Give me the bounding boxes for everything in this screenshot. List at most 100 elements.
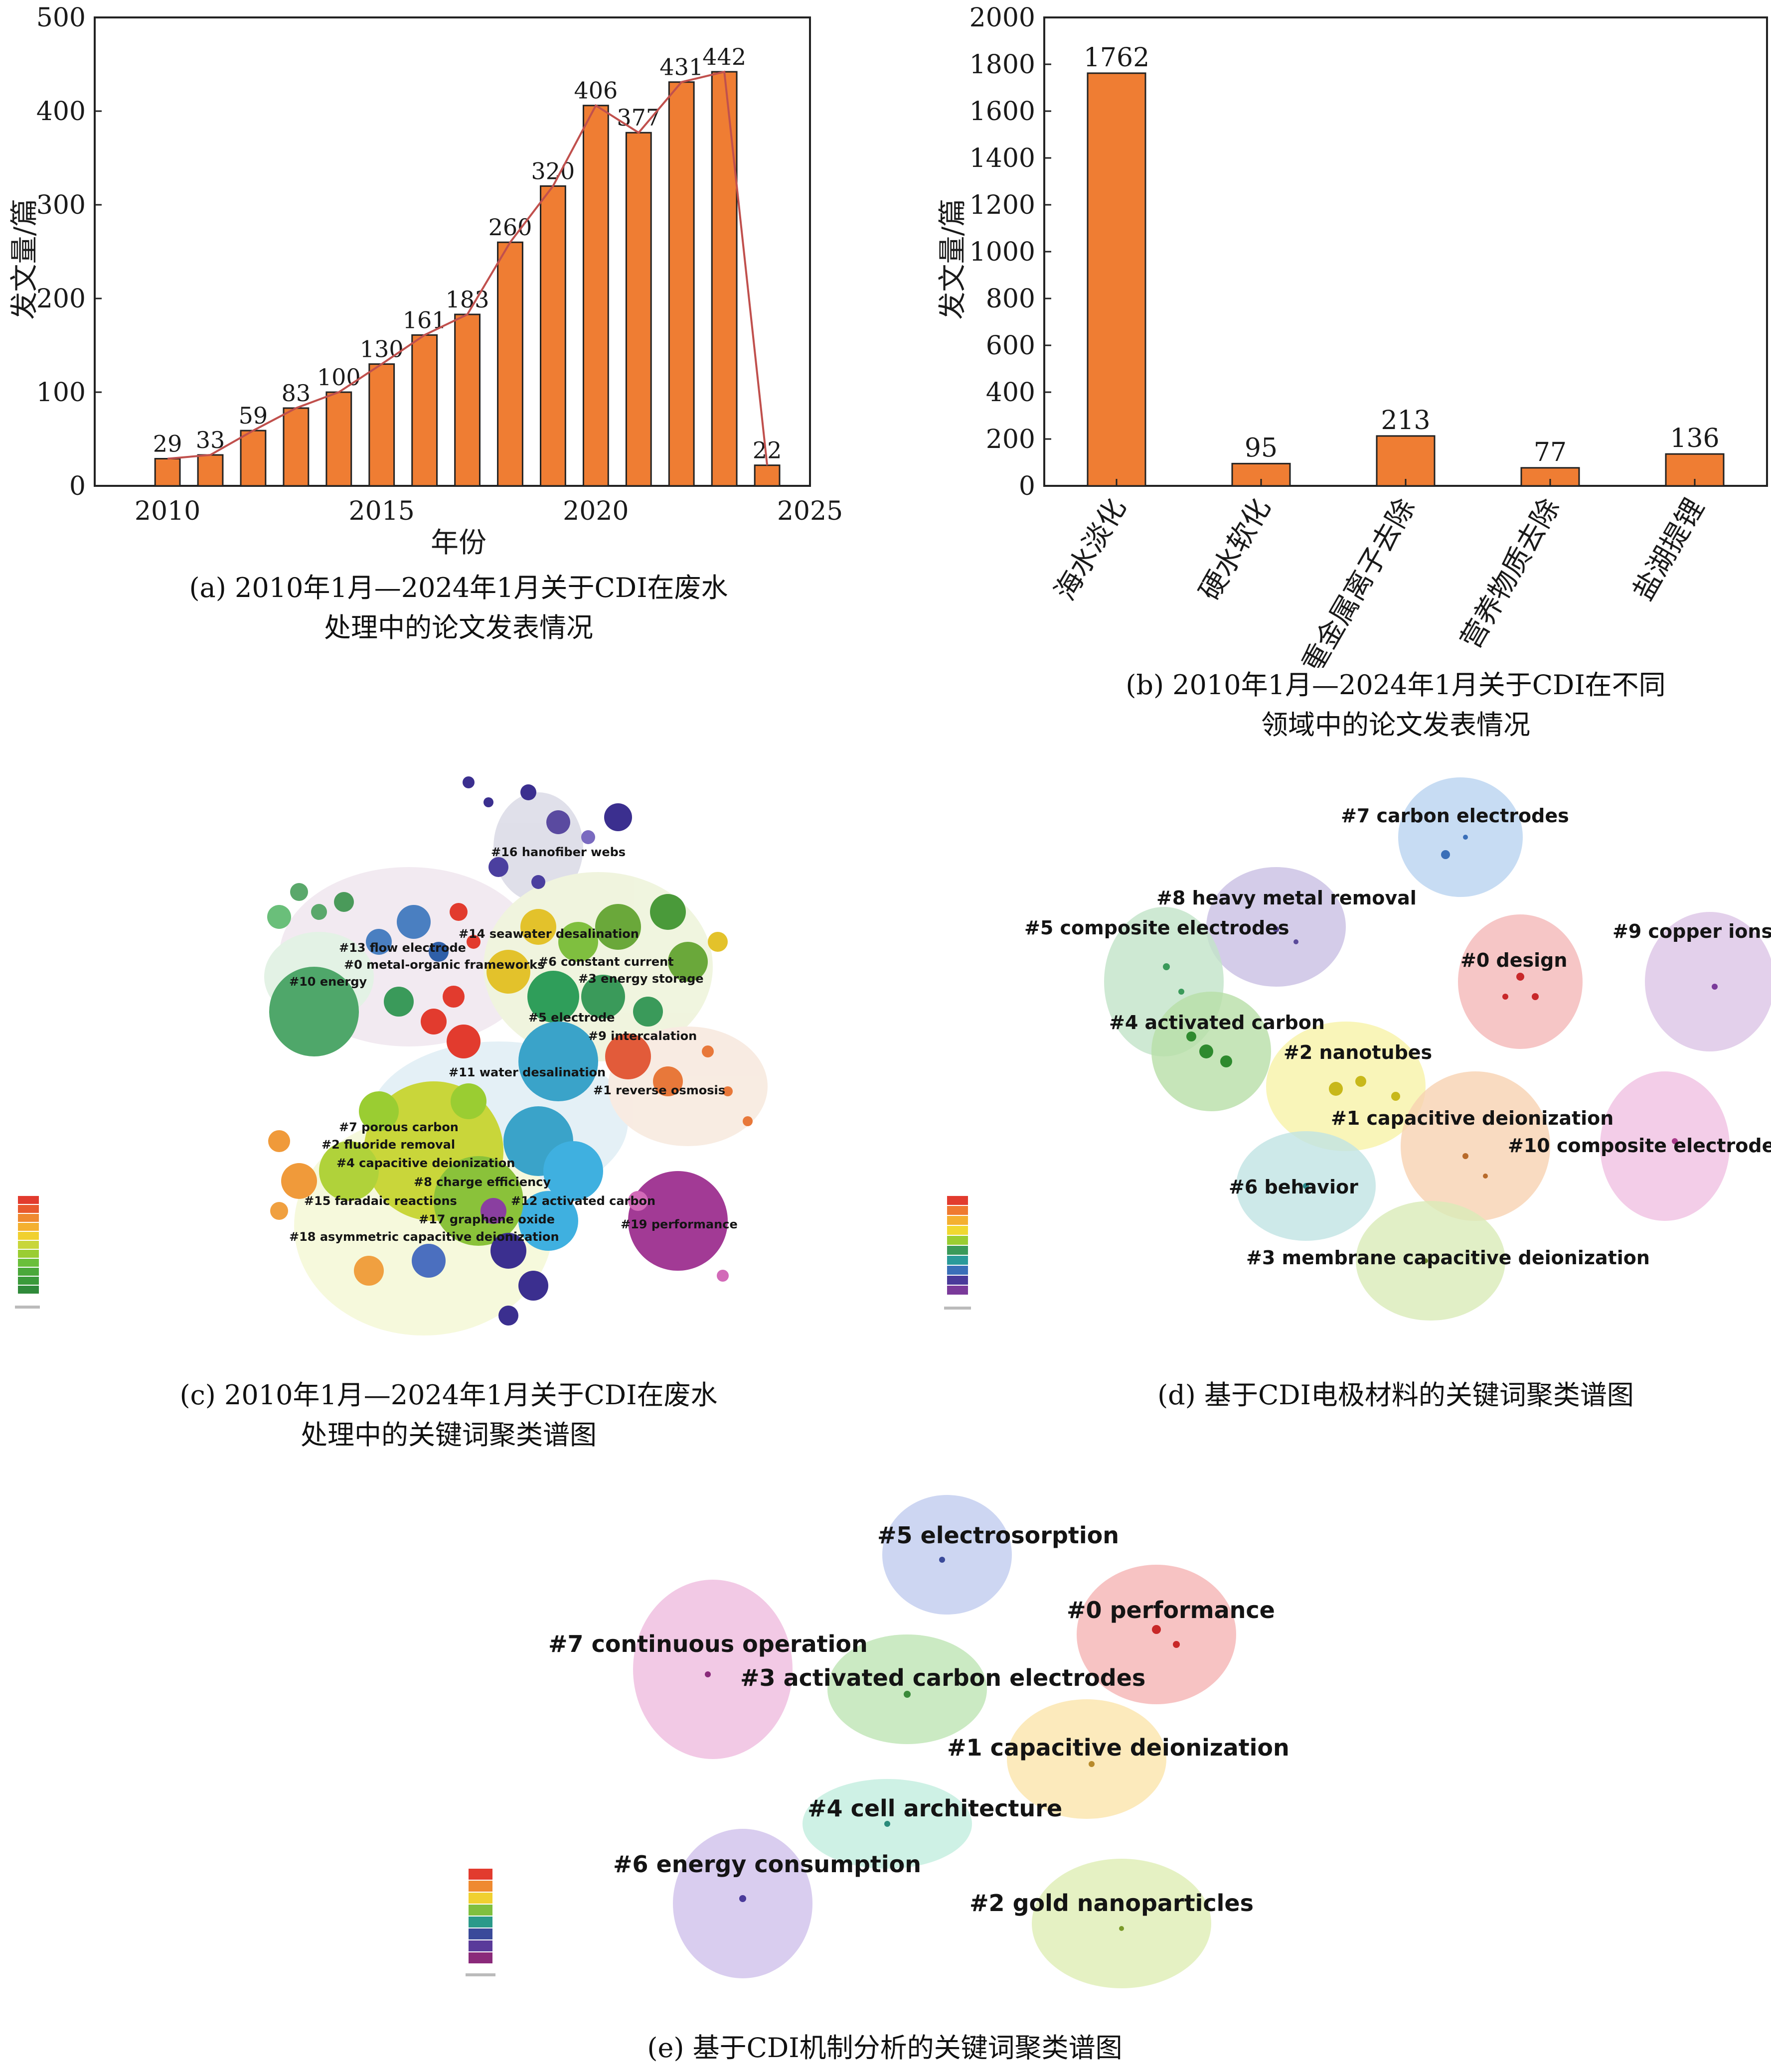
y-tick-label: 800: [986, 284, 1035, 314]
cluster-label: #4 activated carbon: [1109, 1012, 1325, 1034]
cluster-label: #3 membrane capacitive deionization: [1246, 1247, 1650, 1269]
data-label: 83: [282, 380, 311, 407]
x-tick-label: 2010: [135, 496, 200, 526]
data-label: 136: [1670, 424, 1719, 453]
cluster-label: #13 flow electrode: [339, 941, 466, 955]
x-tick-label: 2020: [563, 496, 629, 526]
chart-a-xlabel: 年份: [431, 527, 486, 559]
color-legend-e: [466, 1869, 495, 1976]
bar: [1376, 435, 1436, 487]
cluster-label: #6 energy consumption: [613, 1851, 921, 1878]
cluster-map-c: #16 hanofiber webs #13 flow electrode #1…: [15, 776, 768, 1335]
cluster-label: #1 reverse osmosis: [593, 1083, 725, 1097]
cluster-label: #4 cell architecture: [807, 1795, 1062, 1822]
y-tick-label: 2000: [969, 3, 1035, 33]
y-tick-label: 400: [36, 97, 86, 127]
bar: [625, 132, 652, 487]
cluster-map-d: #7 carbon electrodes #8 heavy metal remo…: [944, 777, 1771, 1321]
chart-a-ylabel: 发文量/篇: [8, 199, 41, 320]
cluster-label: #6 constant current: [538, 955, 674, 969]
caption-b-line1: (b) 2010年1月—2024年1月关于CDI在不同: [1126, 669, 1666, 701]
y-tick-label: 1800: [969, 50, 1035, 80]
y-tick-label: 500: [36, 3, 86, 33]
chart-b-ylabel: 发文量/篇: [937, 199, 969, 320]
bar: [540, 185, 566, 487]
data-label: 377: [617, 104, 660, 131]
data-label: 442: [702, 43, 746, 70]
caption-a-line1: (a) 2010年1月—2024年1月关于CDI在废水: [189, 572, 728, 603]
bar: [411, 334, 438, 487]
cluster-label: #7 carbon electrodes: [1341, 805, 1569, 827]
bar: [154, 457, 181, 487]
data-label: 320: [531, 157, 575, 184]
bar: [240, 430, 267, 487]
x-tick-label: 盐湖提锂: [1627, 493, 1711, 606]
cluster-labels-c: #16 hanofiber webs #13 flow electrode #1…: [289, 845, 738, 1244]
x-tick-label: 营养物质去除: [1454, 493, 1566, 654]
cluster-labels-e: #5 electrosorption #0 performance #7 con…: [548, 1522, 1289, 1917]
cluster-label: #5 composite electrodes: [1024, 917, 1289, 939]
caption-c: (c) 2010年1月—2024年1月关于CDI在废水 处理中的关键词聚类谱图: [125, 1375, 773, 1455]
bar: [197, 454, 224, 487]
chart-a-frame: [94, 16, 811, 487]
data-label: 161: [403, 306, 447, 333]
caption-a: (a) 2010年1月—2024年1月关于CDI在废水 处理中的论文发表情况: [85, 568, 832, 648]
cluster-label: #1 capacitive deionization: [947, 1734, 1289, 1761]
nodes-d: [1163, 835, 1718, 1263]
cluster-blobs-e: [633, 1495, 1236, 1988]
cluster-label: #16 hanofiber webs: [491, 845, 626, 859]
cluster-label: #14 seawater desalination: [459, 927, 639, 941]
y-tick-label: 100: [36, 378, 86, 408]
data-label: 431: [659, 54, 703, 81]
caption-c-line2: 处理中的关键词聚类谱图: [301, 1419, 597, 1451]
x-tick-label: 海水淡化: [1049, 493, 1132, 606]
caption-a-line2: 处理中的论文发表情况: [324, 612, 593, 643]
nodes-e: [705, 1557, 1180, 1931]
caption-b: (b) 2010年1月—2024年1月关于CDI在不同 领域中的论文发表情况: [1047, 665, 1745, 745]
trend-line: [167, 70, 769, 465]
bar: [368, 363, 395, 487]
y-tick-label: 300: [36, 190, 86, 220]
data-label: 77: [1534, 438, 1567, 467]
caption-d: (d) 基于CDI电极材料的关键词聚类谱图: [1047, 1375, 1745, 1415]
y-tick-label: 400: [986, 378, 1035, 408]
bubbles-c: [267, 776, 753, 1326]
y-tick-label: 0: [69, 471, 86, 501]
caption-b-line2: 领域中的论文发表情况: [1261, 709, 1530, 740]
y-tick-label: 1400: [969, 144, 1035, 173]
cluster-labels-d: #7 carbon electrodes #8 heavy metal remo…: [1024, 805, 1771, 1269]
y-tick-label: 1600: [969, 97, 1035, 127]
caption-d-line1: (d) 基于CDI电极材料的关键词聚类谱图: [1157, 1379, 1634, 1411]
bar: [1087, 72, 1146, 487]
data-label: 29: [153, 430, 182, 457]
y-tick-label: 200: [36, 284, 86, 314]
data-label: 213: [1381, 406, 1430, 436]
x-tick-label: 2025: [777, 496, 843, 526]
cluster-map-e: #5 electrosorption #0 performance #7 con…: [466, 1495, 1289, 1988]
chart-b-axes: 0 200 400 600 800 1000 1200 1400 1600 1800 2000 176…: [969, 3, 1768, 668]
cluster-label: #5 electrosorption: [877, 1522, 1119, 1549]
cluster-label: #7 continuous operation: [548, 1630, 868, 1657]
cluster-label: #19 performance: [621, 1217, 738, 1231]
color-legend-c: [15, 1196, 40, 1309]
bar: [283, 407, 310, 487]
cluster-label: #5 electrode: [528, 1011, 615, 1025]
bar: [754, 464, 781, 487]
cluster-label: #0 performance: [1067, 1597, 1275, 1624]
bar: [711, 71, 738, 487]
cluster-label: #7 porous carbon: [339, 1120, 459, 1134]
bar: [668, 81, 695, 487]
caption-e-line1: (e) 基于CDI机制分析的关键词聚类谱图: [647, 2032, 1123, 2064]
data-label: 260: [488, 214, 532, 241]
caption-c-line1: (c) 2010年1月—2024年1月关于CDI在废水: [179, 1379, 718, 1411]
cluster-label: #2 gold nanoparticles: [969, 1890, 1254, 1917]
y-tick-label: 200: [986, 425, 1035, 454]
cluster-label: #0 metal-organic frameworks: [344, 958, 544, 972]
chart-b: 0 200 400 600 800 1000 1200 1400 1600 1800 2000 176…: [937, 3, 1768, 668]
data-label: 95: [1245, 433, 1278, 463]
cluster-label: #3 activated carbon electrodes: [740, 1664, 1145, 1691]
bar: [325, 391, 352, 487]
data-label: 1762: [1084, 43, 1149, 73]
